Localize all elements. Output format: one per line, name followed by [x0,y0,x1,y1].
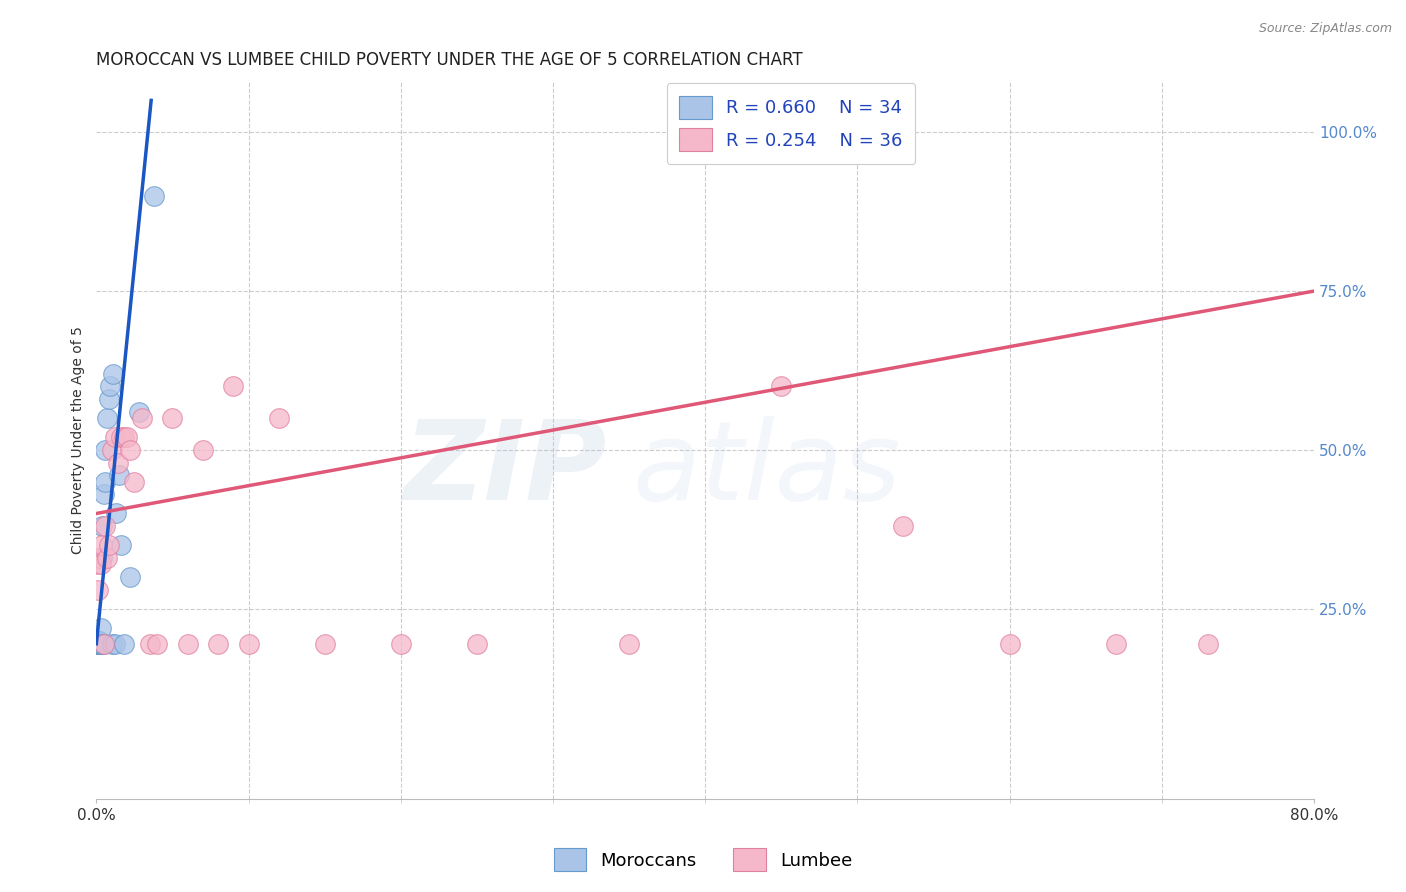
Point [118,442,141,457]
Point [112,430,135,444]
Point [124,475,146,489]
Point [86,633,108,648]
Point [94,442,117,457]
Point [110,430,132,444]
Point [104,430,127,444]
Point [138,637,160,651]
Point [89,551,111,566]
Legend: Moroccans, Lumbee: Moroccans, Lumbee [547,841,859,879]
Text: Source: ZipAtlas.com: Source: ZipAtlas.com [1258,22,1392,36]
Point [87,637,110,651]
Text: ZIP: ZIP [405,416,607,523]
Point [100,637,122,651]
Point [146,637,169,651]
Point [1197,637,1219,651]
Point [86,637,108,651]
Point [105,507,128,521]
Point [110,538,132,552]
Point [90,637,112,651]
Point [94,475,117,489]
Point [91,538,114,552]
Point [98,379,121,393]
Point [94,519,117,533]
Point [87,633,110,648]
Point [1105,637,1128,651]
Point [191,442,214,457]
Point [891,519,914,533]
Point [998,637,1021,651]
Point [222,379,245,393]
Point [93,637,115,651]
Point [89,637,111,651]
Point [389,637,412,651]
Point [115,430,138,444]
Point [101,367,124,381]
Point [118,570,141,584]
Point [108,468,131,483]
Point [238,637,260,651]
Point [91,519,114,533]
Point [93,487,115,501]
Point [93,637,115,651]
Point [87,637,110,651]
Point [87,637,110,651]
Point [96,551,118,566]
Point [87,582,110,597]
Point [89,633,111,648]
Point [89,637,111,651]
Text: atlas: atlas [633,416,901,523]
Text: MOROCCAN VS LUMBEE CHILD POVERTY UNDER THE AGE OF 5 CORRELATION CHART: MOROCCAN VS LUMBEE CHILD POVERTY UNDER T… [97,51,803,69]
Point [207,637,229,651]
Point [112,637,135,651]
Point [100,442,122,457]
Y-axis label: Child Poverty Under the Age of 5: Child Poverty Under the Age of 5 [72,326,86,554]
Point [90,621,112,635]
Point [87,633,110,648]
Point [617,637,640,651]
Point [89,637,111,651]
Point [104,637,127,651]
Point [97,392,120,406]
Point [107,456,129,470]
Point [162,411,184,425]
Point [314,637,336,651]
Point [131,411,153,425]
Point [91,637,114,651]
Point [86,637,108,651]
Point [465,637,488,651]
Point [90,558,112,572]
Point [143,188,166,202]
Point [90,551,112,566]
Point [267,411,290,425]
Point [770,379,793,393]
Legend: R = 0.660    N = 34, R = 0.254    N = 36: R = 0.660 N = 34, R = 0.254 N = 36 [666,83,915,164]
Point [86,558,108,572]
Point [97,538,120,552]
Point [128,405,150,419]
Point [176,637,198,651]
Point [96,411,118,425]
